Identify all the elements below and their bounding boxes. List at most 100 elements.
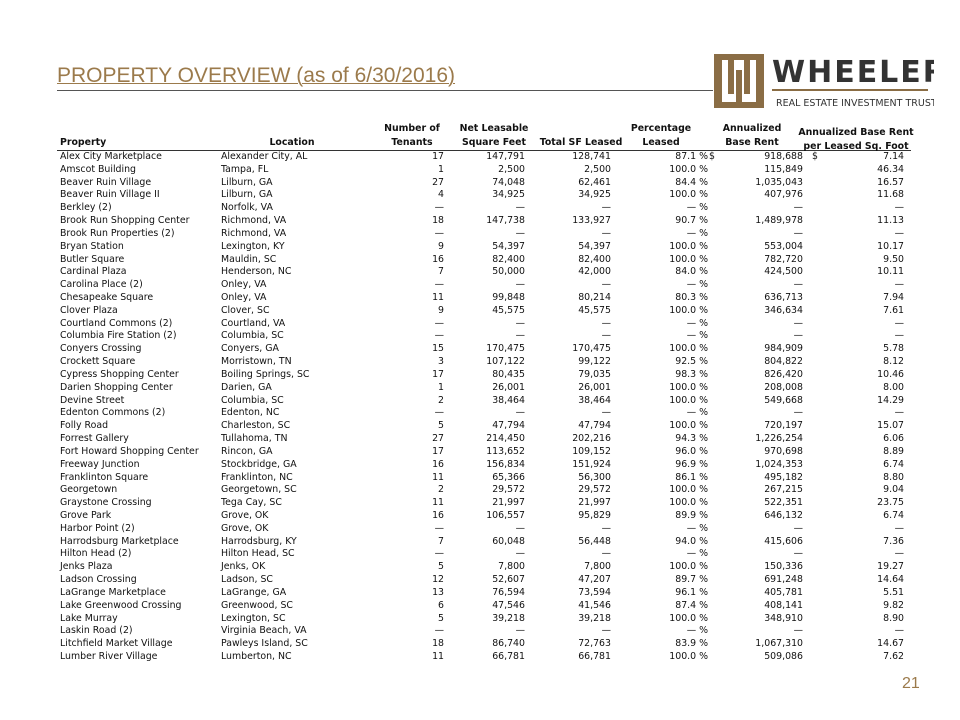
table-cell: 1,035,043: [755, 176, 803, 188]
table-cell: 98.3 %: [675, 368, 708, 380]
table-cell: —: [434, 317, 444, 329]
table-cell: 9.04: [883, 484, 904, 496]
table-cell: Courtland Commons (2): [60, 317, 173, 329]
table-cell: —: [434, 202, 444, 214]
table-cell: —: [434, 522, 444, 534]
table-cell: 509,086: [764, 650, 803, 662]
table-cell: Pawleys Island, SC: [221, 638, 308, 650]
table-cell: LaGrange Marketplace: [60, 586, 166, 598]
table-cell: 23.75: [877, 497, 904, 509]
table-cell: 74,048: [492, 176, 525, 188]
page-number: 21: [902, 675, 920, 692]
table-cell: 128,741: [572, 151, 611, 162]
table-cell: —: [894, 407, 904, 419]
table-cell: 646,132: [764, 509, 803, 521]
table-cell: 47,794: [492, 420, 525, 432]
table-cell: Jenks, OK: [221, 561, 266, 573]
table-cell: Lumberton, NC: [221, 650, 292, 662]
table-cell: —: [515, 522, 525, 534]
table-cell: 2: [438, 394, 444, 406]
table-cell: 84.4 %: [675, 176, 708, 188]
table-cell: —: [601, 202, 611, 214]
table-cell: 95,829: [578, 509, 611, 521]
table-cell: 15.07: [877, 420, 904, 432]
table-cell: 82,400: [492, 253, 525, 265]
table-cell: 5.78: [883, 343, 904, 355]
table-cell: Darien Shopping Center: [60, 381, 173, 393]
table-cell: Conyers Crossing: [60, 343, 142, 355]
table-cell: Lake Greenwood Crossing: [60, 599, 182, 611]
currency-sign: $: [709, 151, 715, 162]
table-cell: 151,924: [572, 458, 611, 470]
table-cell: —: [894, 227, 904, 239]
table-cell: 100.0 %: [669, 497, 708, 509]
table-cell: 100.0 %: [669, 420, 708, 432]
table-cell: 11.68: [877, 189, 904, 201]
table-cell: 407,976: [764, 189, 803, 201]
table-cell: 9.82: [883, 599, 904, 611]
table-cell: Hilton Head, SC: [221, 548, 295, 560]
table-cell: 13: [432, 586, 444, 598]
table-cell: 348,910: [764, 612, 803, 624]
table-cell: 45,575: [492, 304, 525, 316]
table-cell: 3: [438, 356, 444, 368]
table-cell: 7.62: [883, 650, 904, 662]
table-cell: — %: [686, 625, 708, 637]
table-cell: 16.57: [877, 176, 904, 188]
table-cell: 107,122: [486, 356, 525, 368]
table-cell: Fort Howard Shopping Center: [60, 445, 199, 457]
column-header: Location: [269, 137, 315, 148]
table-cell: Hilton Head (2): [60, 548, 132, 560]
currency-sign: $: [812, 151, 818, 162]
table-cell: 50,000: [492, 266, 525, 278]
column-header: Property: [60, 137, 107, 148]
table-cell: 27: [432, 433, 444, 445]
title-rule: [57, 90, 713, 91]
table-cell: 7.36: [883, 535, 904, 547]
table-cell: 691,248: [764, 574, 803, 586]
table-cell: Rincon, GA: [221, 445, 273, 457]
table-cell: Virginia Beach, VA: [221, 625, 307, 637]
table-cell: 96.9 %: [675, 458, 708, 470]
table-cell: 5: [438, 420, 444, 432]
table-cell: Onley, VA: [221, 279, 267, 291]
table-cell: Lake Murray: [60, 612, 118, 624]
table-cell: 214,450: [486, 433, 525, 445]
table-cell: —: [601, 548, 611, 560]
table-cell: 522,351: [764, 497, 803, 509]
table-cell: — %: [686, 330, 708, 342]
table-cell: —: [894, 625, 904, 637]
table-cell: 34,925: [492, 189, 525, 201]
table-cell: Tampa, FL: [221, 163, 269, 175]
table-cell: —: [894, 330, 904, 342]
table-cell: Graystone Crossing: [60, 497, 152, 509]
table-cell: 208,008: [764, 381, 803, 393]
table-cell: Clover Plaza: [60, 304, 118, 316]
table-cell: 42,000: [578, 266, 611, 278]
table-cell: Butler Square: [60, 253, 125, 265]
table-cell: — %: [686, 317, 708, 329]
table-cell: 8.90: [883, 612, 904, 624]
table-cell: Ladson, SC: [221, 574, 273, 586]
table-cell: Harrodsburg, KY: [221, 535, 297, 547]
table-cell: 29,572: [492, 484, 525, 496]
table-cell: —: [515, 317, 525, 329]
table-cell: 9: [438, 240, 444, 252]
table-cell: Cypress Shopping Center: [60, 368, 179, 380]
table-cell: Columbia Fire Station (2): [60, 330, 177, 342]
table-cell: 96.0 %: [675, 445, 708, 457]
table-cell: 8.80: [883, 471, 904, 483]
table-cell: 54,397: [492, 240, 525, 252]
table-cell: 106,557: [486, 509, 525, 521]
table-cell: 267,215: [764, 484, 803, 496]
header-rule: [57, 150, 911, 151]
table-cell: 90.7 %: [675, 215, 708, 227]
table-cell: 87.4 %: [675, 599, 708, 611]
logo-graphic: WHEELER REAL ESTATE INVESTMENT TRUST: [714, 54, 946, 109]
table-cell: Darien, GA: [221, 381, 272, 393]
table-cell: 405,781: [764, 586, 803, 598]
table-cell: LaGrange, GA: [221, 586, 287, 598]
table-cell: 782,720: [764, 253, 803, 265]
table-cell: Brook Run Properties (2): [60, 227, 175, 239]
table-cell: Lilburn, GA: [221, 189, 273, 201]
